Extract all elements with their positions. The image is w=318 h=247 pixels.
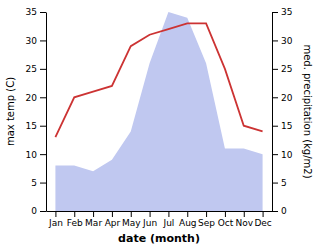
- tick-label: Jul: [162, 218, 174, 228]
- tick-mark: [272, 40, 278, 41]
- tick-label: 10: [26, 150, 38, 160]
- tick-label: 0: [281, 206, 287, 216]
- axis-line: [272, 13, 273, 212]
- tick-mark: [272, 154, 278, 155]
- tick: 10: [26, 150, 46, 160]
- tick-mark: [225, 211, 226, 217]
- y2-axis: 0 5 10 15 20 25 30 35: [272, 7, 293, 216]
- tick-mark: [40, 12, 46, 13]
- x-axis: Jan FebMarAprMayJun Jul AugSepOctNovDec: [47, 211, 273, 228]
- tick-mark: [272, 126, 278, 127]
- tick-label: Mar: [85, 218, 102, 228]
- tick-label: 15: [26, 121, 37, 131]
- tick: Mar: [85, 211, 102, 228]
- tick: 10: [272, 150, 293, 160]
- tick: Oct: [218, 211, 234, 228]
- y-axis-title: max temp (C): [5, 77, 16, 146]
- tick-mark: [93, 211, 94, 217]
- tick: Dec: [254, 211, 271, 228]
- tick-mark: [40, 126, 46, 127]
- tick-mark: [112, 211, 113, 217]
- tick-mark: [40, 211, 46, 212]
- tick: Jan: [48, 211, 63, 228]
- tick: 0: [272, 206, 287, 216]
- tick: Sep: [198, 211, 215, 228]
- tick-label: 25: [281, 64, 292, 74]
- tick-mark: [272, 183, 278, 184]
- tick: 20: [272, 93, 293, 103]
- tick-label: Feb: [67, 218, 83, 228]
- tick-label: 5: [31, 178, 37, 188]
- y2-axis-title: med. precipitation (kg/m2): [302, 44, 313, 178]
- tick: 35: [26, 7, 46, 17]
- tick: 25: [272, 64, 292, 74]
- tick-label: Jan: [48, 218, 63, 228]
- tick: 15: [272, 121, 292, 131]
- tick-label: 35: [26, 7, 37, 17]
- tick: 25: [26, 64, 46, 74]
- tick-label: Aug: [179, 218, 197, 228]
- tick-label: May: [122, 218, 141, 228]
- tick-label: 30: [26, 36, 38, 46]
- tick: 15: [26, 121, 46, 131]
- y-axis: 0 5 10 15 20 25 30 35: [26, 7, 47, 216]
- tick-mark: [40, 97, 46, 98]
- plot: Jan FebMarAprMayJun Jul AugSepOctNovDec 0 5 10…: [5, 7, 313, 245]
- tick: 5: [272, 178, 287, 188]
- area: [55, 12, 262, 211]
- tick-mark: [206, 211, 207, 217]
- tick: Jul: [162, 211, 174, 228]
- tick: Aug: [179, 211, 197, 228]
- tick: 20: [26, 93, 46, 103]
- tick-mark: [187, 211, 188, 217]
- tick-label: 25: [26, 64, 37, 74]
- tick: May: [122, 211, 141, 228]
- tick-label: 30: [281, 36, 293, 46]
- tick-mark: [272, 12, 278, 13]
- marks: [55, 12, 262, 211]
- x-axis-title: date (month): [118, 232, 200, 245]
- tick-mark: [40, 183, 46, 184]
- tick: Nov: [235, 211, 253, 228]
- tick-mark: [272, 211, 278, 212]
- tick-label: Apr: [105, 218, 121, 228]
- tick-label: Jun: [142, 218, 157, 228]
- tick-mark: [263, 211, 264, 217]
- chart: Jan FebMarAprMayJun Jul AugSepOctNovDec 0 5 10…: [0, 0, 318, 247]
- tick-label: 0: [31, 206, 37, 216]
- tick-label: 35: [281, 7, 292, 17]
- tick-mark: [131, 211, 132, 217]
- tick-mark: [40, 154, 46, 155]
- tick: 5: [31, 178, 46, 188]
- tick-mark: [40, 40, 46, 41]
- tick-mark: [272, 97, 278, 98]
- tick-mark: [150, 211, 151, 217]
- tick-mark: [168, 211, 169, 217]
- tick-mark: [55, 211, 56, 217]
- tick: 0: [31, 206, 46, 216]
- axis-line: [47, 211, 273, 212]
- tick-label: 10: [281, 150, 293, 160]
- tick: Feb: [67, 211, 83, 228]
- line: [55, 23, 262, 137]
- tick-label: Oct: [218, 218, 234, 228]
- tick: 30: [26, 36, 46, 46]
- tick-label: 20: [26, 93, 38, 103]
- tick-mark: [74, 211, 75, 217]
- tick-label: 15: [281, 121, 292, 131]
- tick-mark: [244, 211, 245, 217]
- tick-mark: [40, 69, 46, 70]
- tick: Apr: [105, 211, 121, 228]
- tick-label: 5: [281, 178, 287, 188]
- tick-mark: [272, 69, 278, 70]
- tick-label: 20: [281, 93, 293, 103]
- tick-label: Dec: [254, 218, 271, 228]
- tick-label: Nov: [235, 218, 253, 228]
- axis-line: [46, 13, 47, 212]
- tick-label: Sep: [198, 218, 215, 228]
- tick: 30: [272, 36, 293, 46]
- tick: 35: [272, 7, 292, 17]
- tick: Jun: [142, 211, 157, 228]
